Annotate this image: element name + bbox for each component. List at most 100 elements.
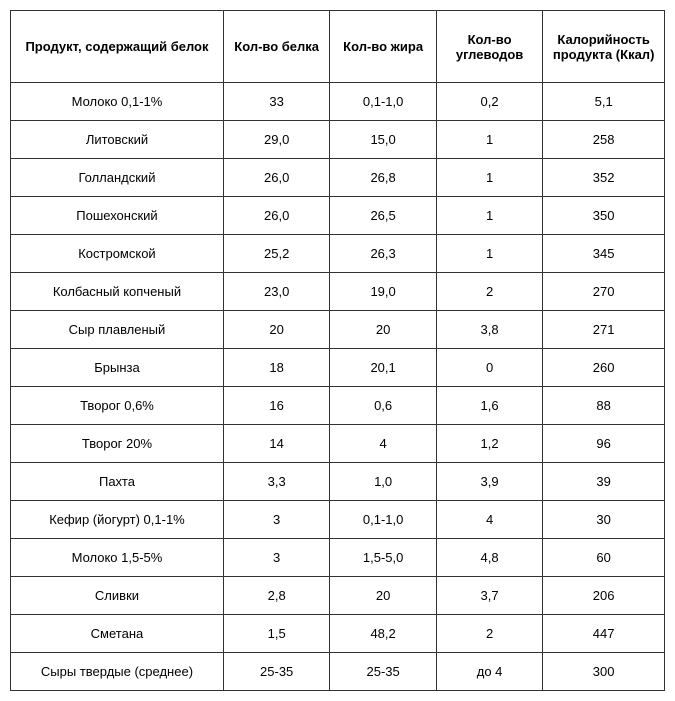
table-row: Сыр плавленый20203,8271	[11, 311, 665, 349]
cell-value: 23,0	[223, 273, 329, 311]
header-product: Продукт, содержащий белок	[11, 11, 224, 83]
cell-value: 2,8	[223, 577, 329, 615]
cell-value: 4	[330, 425, 436, 463]
cell-value: 3,7	[436, 577, 542, 615]
cell-product: Брынза	[11, 349, 224, 387]
cell-value: 300	[543, 653, 665, 691]
cell-value: 25-35	[330, 653, 436, 691]
cell-product: Творог 0,6%	[11, 387, 224, 425]
table-row: Молоко 0,1-1%330,1-1,00,25,1	[11, 83, 665, 121]
cell-value: 2	[436, 615, 542, 653]
cell-value: 16	[223, 387, 329, 425]
cell-product: Молоко 0,1-1%	[11, 83, 224, 121]
cell-value: 345	[543, 235, 665, 273]
cell-value: 270	[543, 273, 665, 311]
cell-product: Кефир (йогурт) 0,1-1%	[11, 501, 224, 539]
cell-value: 1	[436, 159, 542, 197]
cell-value: 2	[436, 273, 542, 311]
header-protein: Кол-во белка	[223, 11, 329, 83]
cell-value: 1,5	[223, 615, 329, 653]
cell-value: 0,6	[330, 387, 436, 425]
cell-product: Сливки	[11, 577, 224, 615]
cell-value: 33	[223, 83, 329, 121]
cell-value: 20	[223, 311, 329, 349]
header-row: Продукт, содержащий белок Кол-во белка К…	[11, 11, 665, 83]
cell-value: 1,2	[436, 425, 542, 463]
cell-product: Голландский	[11, 159, 224, 197]
cell-value: 14	[223, 425, 329, 463]
cell-value: 26,0	[223, 159, 329, 197]
cell-value: 4	[436, 501, 542, 539]
cell-product: Сметана	[11, 615, 224, 653]
cell-value: 206	[543, 577, 665, 615]
cell-value: 352	[543, 159, 665, 197]
table-row: Сыры твердые (среднее)25-3525-35до 4300	[11, 653, 665, 691]
cell-value: до 4	[436, 653, 542, 691]
cell-product: Пошехонский	[11, 197, 224, 235]
table-row: Литовский29,015,01258	[11, 121, 665, 159]
header-fat: Кол-во жира	[330, 11, 436, 83]
table-row: Творог 0,6%160,61,688	[11, 387, 665, 425]
cell-value: 258	[543, 121, 665, 159]
cell-product: Сыры твердые (среднее)	[11, 653, 224, 691]
cell-value: 3,3	[223, 463, 329, 501]
cell-product: Костромской	[11, 235, 224, 273]
table-row: Брынза1820,10260	[11, 349, 665, 387]
table-row: Кефир (йогурт) 0,1-1%30,1-1,0430	[11, 501, 665, 539]
table-row: Колбасный копченый23,019,02270	[11, 273, 665, 311]
cell-value: 96	[543, 425, 665, 463]
header-kcal: Калорийность продукта (Ккал)	[543, 11, 665, 83]
cell-value: 271	[543, 311, 665, 349]
table-row: Творог 20%1441,296	[11, 425, 665, 463]
cell-value: 1,5-5,0	[330, 539, 436, 577]
cell-value: 18	[223, 349, 329, 387]
table-row: Голландский26,026,81352	[11, 159, 665, 197]
cell-value: 15,0	[330, 121, 436, 159]
cell-value: 3,9	[436, 463, 542, 501]
cell-value: 0,1-1,0	[330, 501, 436, 539]
cell-value: 0,2	[436, 83, 542, 121]
cell-value: 26,3	[330, 235, 436, 273]
cell-value: 3,8	[436, 311, 542, 349]
cell-product: Творог 20%	[11, 425, 224, 463]
cell-value: 88	[543, 387, 665, 425]
cell-value: 1	[436, 121, 542, 159]
cell-value: 29,0	[223, 121, 329, 159]
cell-value: 30	[543, 501, 665, 539]
cell-value: 60	[543, 539, 665, 577]
cell-value: 26,8	[330, 159, 436, 197]
cell-value: 1,0	[330, 463, 436, 501]
cell-value: 260	[543, 349, 665, 387]
cell-product: Сыр плавленый	[11, 311, 224, 349]
cell-value: 0	[436, 349, 542, 387]
cell-value: 48,2	[330, 615, 436, 653]
table-row: Сметана1,548,22447	[11, 615, 665, 653]
cell-value: 25-35	[223, 653, 329, 691]
cell-value: 0,1-1,0	[330, 83, 436, 121]
cell-value: 1	[436, 235, 542, 273]
table-body: Молоко 0,1-1%330,1-1,00,25,1Литовский29,…	[11, 83, 665, 691]
cell-value: 20	[330, 311, 436, 349]
cell-product: Молоко 1,5-5%	[11, 539, 224, 577]
cell-product: Колбасный копченый	[11, 273, 224, 311]
cell-product: Пахта	[11, 463, 224, 501]
cell-value: 3	[223, 501, 329, 539]
table-row: Сливки2,8203,7206	[11, 577, 665, 615]
cell-value: 26,5	[330, 197, 436, 235]
cell-value: 26,0	[223, 197, 329, 235]
cell-value: 447	[543, 615, 665, 653]
table-row: Молоко 1,5-5%31,5-5,04,860	[11, 539, 665, 577]
cell-value: 350	[543, 197, 665, 235]
cell-value: 20	[330, 577, 436, 615]
cell-product: Литовский	[11, 121, 224, 159]
table-row: Пахта3,31,03,939	[11, 463, 665, 501]
nutrition-table: Продукт, содержащий белок Кол-во белка К…	[10, 10, 665, 691]
cell-value: 20,1	[330, 349, 436, 387]
table-row: Пошехонский26,026,51350	[11, 197, 665, 235]
cell-value: 1	[436, 197, 542, 235]
table-row: Костромской25,226,31345	[11, 235, 665, 273]
cell-value: 19,0	[330, 273, 436, 311]
cell-value: 25,2	[223, 235, 329, 273]
cell-value: 3	[223, 539, 329, 577]
cell-value: 1,6	[436, 387, 542, 425]
